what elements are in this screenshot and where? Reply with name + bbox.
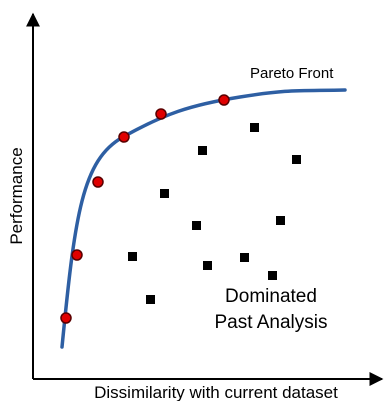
dominated-point [146, 295, 155, 304]
pareto-point [71, 249, 83, 261]
dominated-point [192, 221, 201, 230]
dominated-point [128, 252, 137, 261]
pareto-front-label: Pareto Front [250, 65, 334, 82]
pareto-front-curve [60, 88, 347, 349]
dominated-points [128, 123, 301, 304]
dominated-point [160, 189, 169, 198]
dominated-label-line1: Dominated [225, 286, 317, 307]
pareto-point [60, 312, 72, 324]
pareto-points [60, 94, 230, 324]
pareto-point [118, 131, 130, 143]
pareto-point [218, 94, 230, 106]
dominated-point [276, 216, 285, 225]
pareto-point [155, 108, 167, 120]
dominated-label-line2: Past Analysis [215, 312, 328, 333]
dominated-point [203, 261, 212, 270]
pareto-point [92, 176, 104, 188]
x-axis-label: Dissimilarity with current dataset [94, 383, 338, 401]
dominated-point [198, 146, 207, 155]
dominated-point [250, 123, 259, 132]
y-axis-label: Performance [7, 147, 26, 244]
dominated-point [292, 155, 301, 164]
dominated-point [268, 271, 277, 280]
dominated-point [240, 253, 249, 262]
